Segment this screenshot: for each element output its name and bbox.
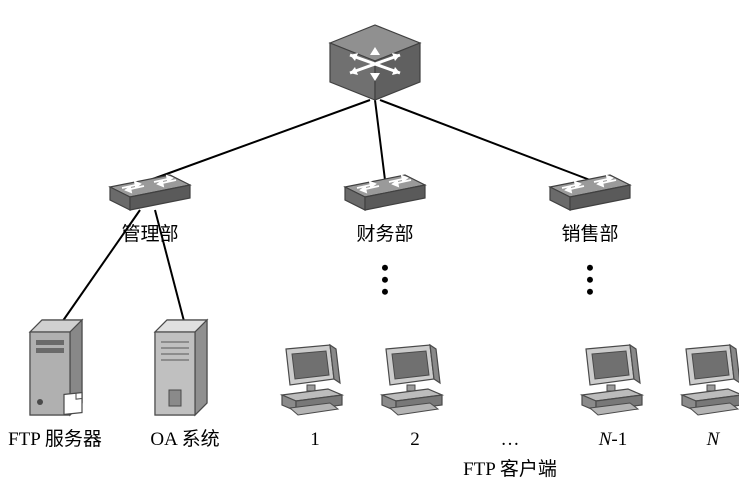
access-switch-icon bbox=[345, 175, 425, 210]
pc-icon bbox=[382, 345, 442, 415]
vertical-ellipsis: ••• bbox=[381, 255, 389, 304]
client-index-dots: … bbox=[501, 429, 520, 450]
client-index-2: 2 bbox=[410, 429, 420, 450]
pc-icon bbox=[682, 345, 739, 415]
pc-icon bbox=[282, 345, 342, 415]
ftp-server-label: FTP 服务器 bbox=[8, 428, 102, 450]
client-index-1: 1 bbox=[310, 429, 320, 450]
dept-label-2: 财务部 bbox=[356, 223, 413, 245]
client-index-n: N bbox=[706, 429, 721, 450]
core-switch-icon bbox=[330, 25, 420, 100]
client-index-nm1: N-1 bbox=[598, 429, 628, 450]
oa-system-label: OA 系统 bbox=[150, 428, 219, 450]
ftp-server-icon bbox=[30, 320, 82, 415]
pc-icon bbox=[582, 345, 642, 415]
oa-server-icon bbox=[155, 320, 207, 415]
dept-label-3: 销售部 bbox=[561, 223, 618, 245]
dept-label-1: 管理部 bbox=[121, 223, 178, 245]
network-diagram: ••• ••• 管理部 财务部 销售部 FTP 服务器 OA 系统 1 2 … N-1 N FTP 客户… bbox=[0, 0, 739, 500]
access-switch-icon bbox=[550, 175, 630, 210]
nodes-layer bbox=[30, 25, 739, 415]
connection-lines bbox=[60, 100, 590, 325]
vertical-ellipsis: ••• bbox=[586, 255, 594, 304]
access-switch-icon bbox=[110, 175, 190, 210]
client-group-label: FTP 客户端 bbox=[463, 458, 557, 480]
